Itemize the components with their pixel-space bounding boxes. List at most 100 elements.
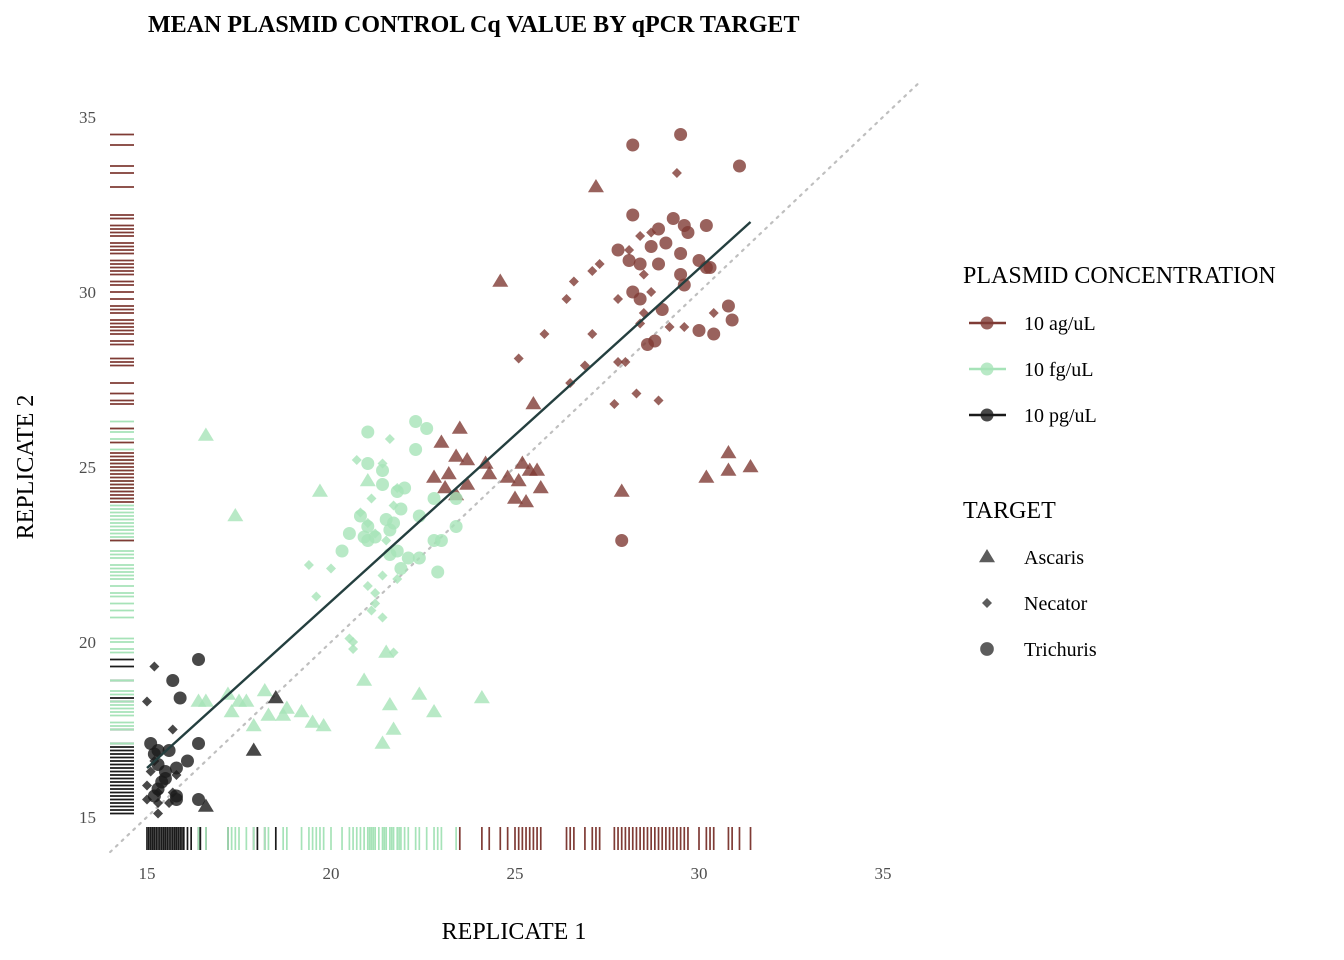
data-point-3-25 bbox=[401, 551, 415, 565]
data-point-2-14 bbox=[499, 469, 516, 483]
data-point-6-10 bbox=[169, 761, 183, 775]
data-point-1-3 bbox=[624, 245, 635, 255]
data-point-2-4 bbox=[433, 434, 450, 448]
data-point-0-29 bbox=[725, 313, 739, 327]
legend-swatch-pg bbox=[980, 408, 994, 422]
data-point-2-15 bbox=[510, 473, 527, 487]
x-tick-label-0: 15 bbox=[139, 864, 156, 883]
data-point-6-7 bbox=[162, 744, 176, 757]
legend-swatch-fg bbox=[980, 362, 994, 376]
data-point-0-22 bbox=[633, 292, 647, 306]
data-point-1-20 bbox=[609, 399, 620, 409]
data-point-0-3 bbox=[626, 208, 640, 222]
data-point-4-13 bbox=[377, 570, 388, 581]
data-point-4-0 bbox=[384, 434, 395, 444]
data-point-0-26 bbox=[640, 338, 654, 351]
data-point-7-1 bbox=[142, 696, 152, 707]
data-point-2-26 bbox=[698, 469, 715, 483]
data-point-0-12 bbox=[674, 247, 688, 260]
data-point-4-11 bbox=[326, 563, 336, 574]
data-point-5-19 bbox=[304, 714, 321, 728]
data-point-7-8 bbox=[164, 798, 175, 808]
data-point-4-2 bbox=[377, 458, 388, 469]
data-point-3-30 bbox=[335, 544, 349, 558]
data-point-2-23 bbox=[720, 445, 737, 459]
data-point-2-12 bbox=[426, 469, 443, 483]
legend-label-ag: 10 ag/uL bbox=[1024, 313, 1096, 335]
data-point-4-14 bbox=[362, 581, 373, 591]
data-point-5-23 bbox=[381, 697, 398, 711]
data-point-2-24 bbox=[720, 462, 737, 476]
data-point-5-24 bbox=[374, 735, 391, 749]
data-point-4-22 bbox=[348, 644, 359, 654]
data-point-2-13 bbox=[440, 466, 457, 480]
data-point-8-1 bbox=[245, 742, 262, 756]
x-tick-label-1: 20 bbox=[323, 864, 340, 883]
data-point-0-15 bbox=[652, 257, 666, 271]
data-point-2-25 bbox=[742, 459, 759, 473]
data-point-5-3 bbox=[359, 473, 376, 487]
data-point-5-4 bbox=[378, 644, 395, 658]
data-point-5-5 bbox=[356, 672, 373, 686]
y-tick-label-0: 15 bbox=[79, 808, 96, 827]
data-point-6-8 bbox=[180, 754, 194, 768]
x-tick-labels: 15 20 25 30 35 bbox=[139, 864, 892, 883]
legend-marker-trichuris bbox=[980, 642, 994, 656]
data-point-1-1 bbox=[646, 227, 657, 238]
data-point-7-5 bbox=[171, 770, 182, 780]
fit-line-layer bbox=[146, 221, 752, 769]
data-point-5-15 bbox=[275, 707, 292, 721]
data-point-4-15 bbox=[311, 591, 322, 602]
data-point-3-10 bbox=[449, 492, 463, 505]
legend-marker-ascaris bbox=[979, 549, 995, 563]
data-point-7-4 bbox=[145, 766, 156, 777]
data-point-1-16 bbox=[613, 357, 624, 367]
data-point-5-0 bbox=[197, 427, 214, 441]
y-tick-label-4: 35 bbox=[79, 108, 96, 127]
data-point-2-2 bbox=[525, 396, 542, 410]
data-point-5-18 bbox=[245, 718, 262, 732]
y-tick-label-1: 20 bbox=[79, 633, 96, 652]
data-point-4-9 bbox=[381, 535, 392, 546]
data-point-0-24 bbox=[721, 299, 735, 313]
data-point-1-13 bbox=[539, 329, 550, 339]
data-point-3-6 bbox=[376, 478, 390, 491]
data-point-0-7 bbox=[699, 219, 713, 232]
y-tick-labels: 15 20 25 30 35 bbox=[79, 108, 96, 827]
legend-marker-necator bbox=[982, 598, 992, 608]
x-axis-title: REPLICATE 1 bbox=[442, 919, 587, 945]
x-tick-label-4: 35 bbox=[875, 864, 892, 883]
data-point-7-2 bbox=[167, 724, 178, 735]
data-point-5-10 bbox=[256, 683, 273, 697]
data-point-3-2 bbox=[361, 425, 375, 439]
data-point-0-27 bbox=[692, 324, 706, 337]
data-point-5-7 bbox=[473, 690, 490, 704]
legend-label-necator: Necator bbox=[1024, 593, 1088, 615]
data-point-2-22 bbox=[613, 483, 630, 497]
data-point-1-24 bbox=[708, 308, 719, 318]
data-point-2-16 bbox=[459, 476, 476, 490]
data-point-0-10 bbox=[644, 240, 658, 253]
data-point-5-2 bbox=[311, 483, 328, 497]
data-point-1-5 bbox=[568, 276, 579, 287]
data-point-7-10 bbox=[153, 798, 164, 808]
data-point-4-21 bbox=[348, 637, 359, 647]
legend-title-concentration: PLASMID CONCENTRATION bbox=[963, 263, 1276, 289]
legend-label-ascaris: Ascaris bbox=[1024, 547, 1084, 569]
data-point-4-7 bbox=[362, 518, 373, 528]
data-point-0-30 bbox=[615, 534, 629, 547]
data-point-6-1 bbox=[166, 674, 180, 687]
data-point-0-28 bbox=[707, 327, 721, 341]
data-point-4-19 bbox=[377, 612, 388, 623]
data-point-2-17 bbox=[437, 480, 454, 494]
data-point-3-27 bbox=[394, 562, 408, 575]
data-point-3-1 bbox=[420, 422, 434, 435]
legend-label-fg: 10 fg/uL bbox=[1024, 359, 1093, 381]
data-point-0-13 bbox=[622, 254, 636, 267]
data-point-5-22 bbox=[385, 721, 402, 735]
data-point-1-15 bbox=[620, 357, 631, 367]
data-point-1-7 bbox=[646, 287, 657, 297]
data-point-3-9 bbox=[427, 492, 441, 505]
data-point-0-11 bbox=[659, 236, 673, 250]
